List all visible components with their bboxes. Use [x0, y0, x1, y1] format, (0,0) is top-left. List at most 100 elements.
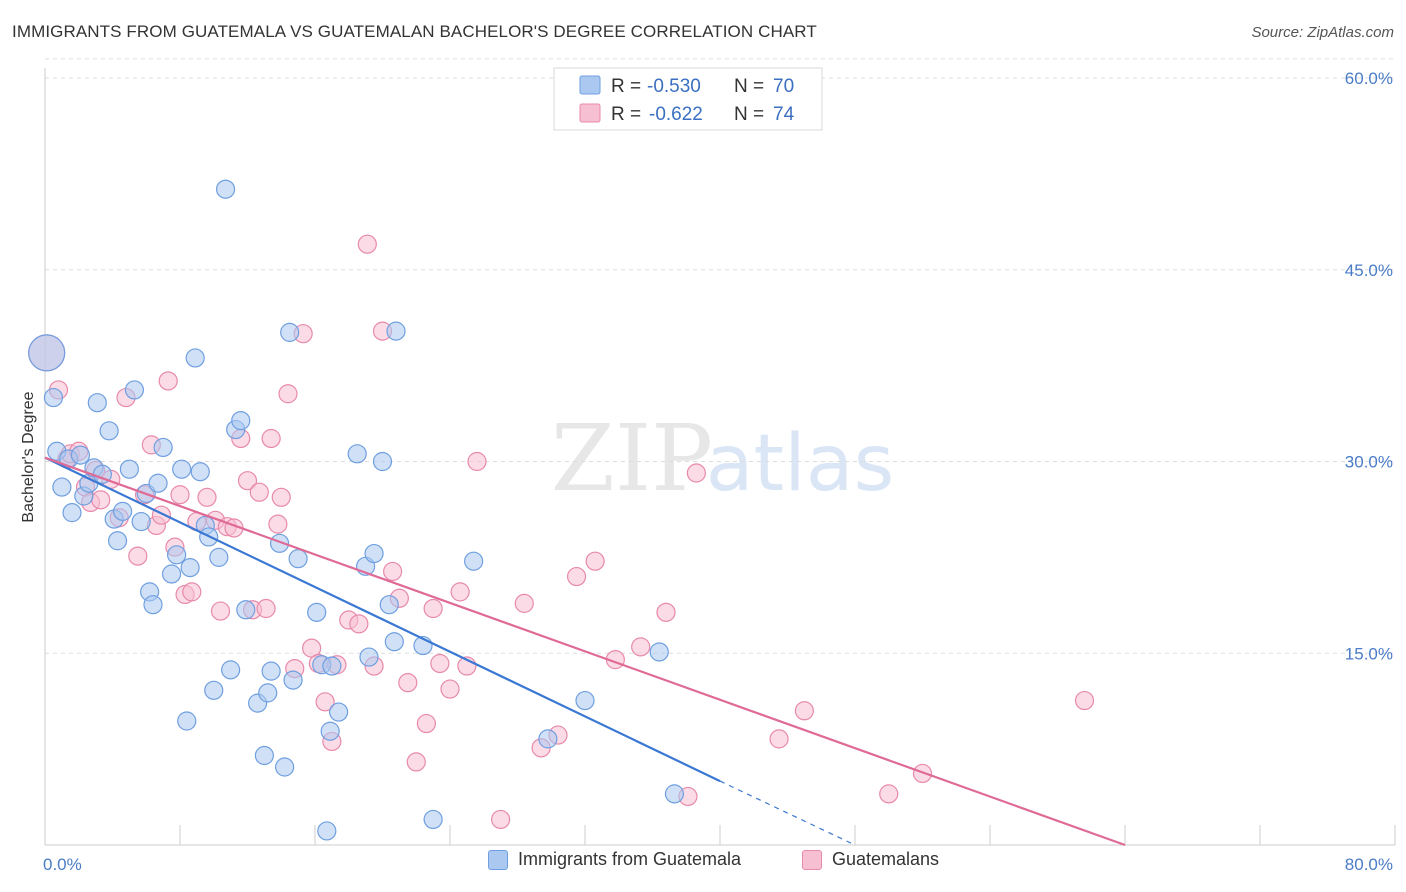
- y-tick-label: 30.0%: [1345, 453, 1393, 472]
- y-tick-label: 45.0%: [1345, 261, 1393, 280]
- immigrants-point: [664, 784, 685, 804]
- legend-blue-r-value: -0.530: [647, 76, 701, 97]
- guatemalans-point: [430, 653, 450, 674]
- immigrants-point: [99, 421, 119, 441]
- guatemalans-point: [631, 637, 651, 657]
- immigrants-point: [131, 511, 151, 532]
- immigrants-point: [261, 661, 281, 681]
- legend-pink-n-label: N =: [734, 104, 764, 125]
- guatemalans-point: [349, 614, 369, 634]
- immigrants-point: [113, 501, 133, 521]
- immigrants-point: [185, 348, 205, 368]
- correlation-legend: R = -0.530 N = 70 R = -0.622 N = 74: [553, 67, 823, 131]
- immigrants-point: [172, 459, 192, 479]
- legend-item-immigrants: Immigrants from Guatemala: [488, 849, 741, 870]
- svg-text:atlas: atlas: [706, 419, 895, 509]
- grid-lines: [45, 58, 1395, 654]
- guatemalans-point: [237, 471, 258, 491]
- immigrants-point: [236, 600, 256, 620]
- guatemalans-point: [1074, 690, 1095, 711]
- immigrants-point: [70, 445, 91, 465]
- legend-label-immigrants: Immigrants from Guatemala: [518, 849, 742, 869]
- immigrants-point: [204, 680, 224, 700]
- immigrants-point: [107, 531, 128, 551]
- legend-pink-swatch: [579, 103, 601, 123]
- immigrants-point: [87, 393, 107, 413]
- y-tick-label: 60.0%: [1345, 69, 1393, 88]
- immigrants-point: [215, 179, 236, 199]
- guatemalans-point: [566, 566, 587, 587]
- legend-pink-r-value: -0.622: [649, 104, 703, 125]
- immigrants-point: [275, 757, 295, 777]
- immigrants-point: [386, 321, 406, 341]
- guatemalans-point: [256, 598, 276, 619]
- immigrants-point: [180, 558, 200, 578]
- legend-pink-n-value: 74: [773, 104, 795, 125]
- guatemalans-point: [440, 679, 460, 699]
- immigrants-point: [161, 564, 182, 584]
- y-tick-label: 15.0%: [1345, 644, 1393, 663]
- guatemalans-point: [406, 752, 426, 772]
- immigrants-point: [288, 549, 308, 569]
- guatemalans-point: [151, 505, 172, 525]
- x-tick-label: 80.0%: [1345, 855, 1393, 874]
- immigrants-point: [359, 647, 379, 667]
- guatemalans-points: [28, 234, 1095, 830]
- guatemalans-point: [197, 487, 217, 507]
- immigrants-point: [464, 551, 484, 571]
- y-axis-label: Bachelor's Degree: [20, 391, 37, 522]
- immigrants-point: [221, 660, 241, 680]
- guatemalans-point: [423, 598, 443, 619]
- guatemalans-point: [278, 384, 298, 404]
- guatemalans-point: [128, 546, 148, 566]
- guatemalans-point: [879, 784, 899, 804]
- trend-lines: [44, 456, 1126, 847]
- chart-title: IMMIGRANTS FROM GUATEMALA VS GUATEMALAN …: [12, 22, 817, 41]
- immigrants-trend-extension: [719, 780, 856, 846]
- immigrants-point: [148, 473, 168, 493]
- tick-labels: 15.0% 30.0% 45.0% 60.0% 0.0% 80.0%: [43, 69, 1393, 874]
- immigrants-point: [649, 642, 669, 662]
- immigrants-point: [384, 632, 404, 652]
- immigrants-point: [167, 545, 187, 565]
- guatemalans-point: [450, 582, 470, 602]
- immigrants-point: [153, 437, 173, 458]
- series-legend: Immigrants from Guatemala Guatemalans: [0, 849, 1406, 879]
- immigrants-point: [372, 451, 393, 472]
- immigrants-point: [177, 711, 197, 731]
- immigrants-point: [364, 543, 384, 564]
- immigrants-point: [347, 444, 367, 464]
- immigrants-point: [320, 721, 340, 741]
- guatemalans-point: [398, 673, 418, 693]
- immigrants-point: [52, 477, 72, 497]
- guatemalans-point: [268, 514, 288, 534]
- immigrants-point: [258, 683, 278, 703]
- immigrants-point: [28, 334, 66, 372]
- guatemalans-point: [769, 729, 789, 749]
- immigrants-point: [231, 410, 251, 431]
- guatemalans-point: [210, 601, 231, 621]
- guatemalans-point: [467, 451, 487, 472]
- immigrants-point: [283, 670, 303, 690]
- legend-item-guatemalans: Guatemalans: [802, 849, 939, 870]
- guatemalans-point: [91, 490, 111, 510]
- legend-blue-n-value: 70: [773, 76, 794, 97]
- guatemalans-trend-line: [44, 456, 1126, 847]
- guatemalans-point: [182, 582, 202, 602]
- x-tick-label: 0.0%: [43, 855, 82, 874]
- immigrants-point: [119, 459, 139, 479]
- guatemalans-point: [656, 602, 676, 622]
- guatemalans-point: [271, 487, 291, 507]
- guatemalans-point: [383, 561, 403, 582]
- svg-text:ZIP: ZIP: [551, 405, 713, 512]
- legend-swatch-blue: [488, 849, 508, 870]
- guatemalans-point: [514, 593, 534, 613]
- guatemalans-point: [357, 234, 377, 254]
- guatemalans-point: [249, 482, 269, 502]
- guatemalans-point: [261, 428, 281, 449]
- legend-blue-swatch: [579, 75, 601, 95]
- legend-pink-r-label: R =: [611, 104, 641, 125]
- immigrants-point: [575, 690, 595, 711]
- immigrants-point: [190, 462, 210, 482]
- immigrants-point: [43, 387, 64, 408]
